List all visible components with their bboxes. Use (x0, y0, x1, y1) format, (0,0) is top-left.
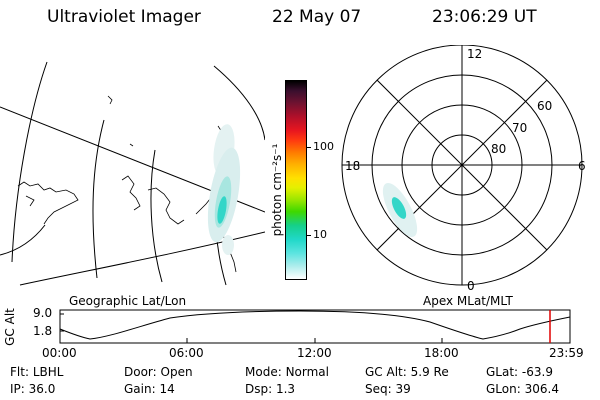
colorbar-tick-100 (306, 147, 311, 148)
info-seq: Seq: 39 (365, 382, 411, 396)
timeline-x-tick: 00:00 (42, 346, 77, 360)
color-scale-bar (285, 80, 307, 280)
altitude-timeline (59, 309, 571, 344)
info-door: Door: Open (124, 365, 193, 379)
instrument-title: Ultraviolet Imager (47, 7, 201, 27)
lat-label: 70 (512, 121, 527, 135)
colorbar-tick-label: 10 (313, 228, 327, 241)
lat-label: 80 (491, 142, 506, 156)
mlt-label: 6 (578, 159, 586, 173)
info-gc-alt: GC Alt: 5.9 Re (365, 365, 449, 379)
apex-panel-label: Apex MLat/MLT (423, 294, 513, 308)
timeline-y-tick: 1.8 (33, 324, 53, 338)
info-flt: Flt: LBHL (10, 365, 64, 379)
timeline-x-tick: 06:00 (169, 346, 204, 360)
info-glat: GLat: -63.9 (486, 365, 553, 379)
colorbar-unit-label: photon cm⁻²s⁻¹ (270, 143, 284, 237)
timeline-y-tick: 9.0 (33, 306, 53, 320)
colorbar-tick-label: 100 (313, 140, 334, 153)
info-glon: GLon: 306.4 (486, 382, 559, 396)
mlt-label: 18 (345, 159, 360, 173)
timeline-x-tick: 18:00 (424, 346, 459, 360)
mlt-label: 0 (467, 279, 475, 293)
colorbar-tick-10 (306, 235, 311, 236)
info-gain: Gain: 14 (124, 382, 175, 396)
geographic-map (0, 61, 265, 286)
mlt-label: 12 (467, 47, 482, 61)
date-label: 22 May 07 (272, 7, 362, 27)
polar-plot: 12 18 6 0 60 70 80 (341, 45, 586, 293)
timeline-x-tick: 23:59 (549, 346, 584, 360)
info-mode: Mode: Normal (245, 365, 329, 379)
timeline-x-tick: 12:00 (297, 346, 332, 360)
timeline-axis-label: GC Alt (3, 308, 17, 346)
lat-label: 60 (537, 99, 552, 113)
info-dsp: Dsp: 1.3 (245, 382, 296, 396)
info-ip: IP: 36.0 (10, 382, 56, 396)
time-label: 23:06:29 UT (432, 7, 537, 27)
geographic-panel-label: Geographic Lat/Lon (69, 294, 187, 308)
